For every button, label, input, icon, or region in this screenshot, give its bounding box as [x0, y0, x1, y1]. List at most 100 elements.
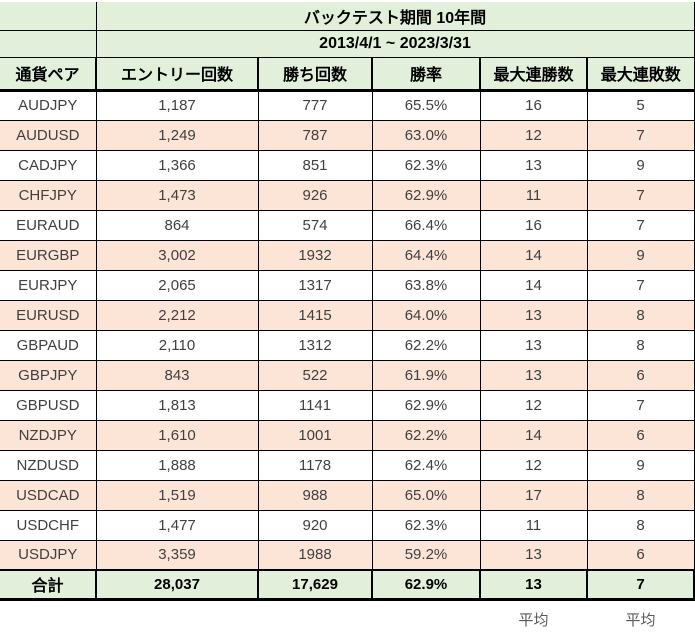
table-row: EURAUD 864 574 66.4% 16 7	[0, 209, 695, 241]
cell-wins: 1415	[257, 299, 373, 331]
cell-pair: AUDUSD	[0, 119, 97, 151]
cell-max-win-streak: 14	[479, 419, 588, 451]
cell-win-rate: 62.2%	[371, 329, 481, 361]
cell-win-rate: 62.3%	[371, 149, 481, 181]
cell-win-rate: 62.2%	[371, 419, 481, 451]
cell-max-lose-streak: 7	[586, 269, 695, 301]
column-header-winrate: 勝率	[371, 56, 481, 92]
cell-pair: USDCAD	[0, 479, 97, 511]
table-row: AUDJPY 1,187 777 65.5% 16 5	[0, 89, 695, 121]
cell-entries: 1,249	[95, 119, 259, 151]
cell-pair: USDCHF	[0, 509, 97, 541]
cell-entries: 1,477	[95, 509, 259, 541]
cell-max-win-streak: 11	[479, 179, 588, 211]
cell-max-win-streak: 13	[479, 539, 588, 571]
period-row: 2013/4/1 ~ 2023/3/31	[0, 30, 695, 58]
table-row: GBPAUD 2,110 1312 62.2% 13 8	[0, 329, 695, 361]
cell-max-win-streak: 13	[479, 299, 588, 331]
cell-pair: NZDJPY	[0, 419, 97, 451]
cell-max-win-streak: 17	[479, 479, 588, 511]
cell-wins: 1932	[257, 239, 373, 271]
cell-entries: 1,366	[95, 149, 259, 181]
table-title: バックテスト期間 10年間	[96, 2, 695, 31]
table-row: NZDUSD 1,888 1178 62.4% 12 9	[0, 449, 695, 481]
cell-wins: 1988	[257, 539, 373, 571]
cell-max-lose-streak: 5	[586, 89, 695, 121]
cell-win-rate: 64.0%	[371, 299, 481, 331]
cell-max-win-streak: 12	[479, 389, 588, 421]
cell-win-rate: 66.4%	[371, 209, 481, 241]
title-row: バックテスト期間 10年間	[0, 2, 695, 31]
cell-wins: 1312	[257, 329, 373, 361]
cell-pair: EURGBP	[0, 239, 97, 271]
cell-max-lose-streak: 7	[586, 119, 695, 151]
cell-pair: CADJPY	[0, 149, 97, 181]
table-body: AUDJPY 1,187 777 65.5% 16 5 AUDUSD 1,249 787 63.0…	[0, 89, 695, 571]
table-row: EURUSD 2,212 1415 64.0% 13 8	[0, 299, 695, 331]
table-row: GBPJPY 843 522 61.9% 13 6	[0, 359, 695, 391]
column-header-wins: 勝ち回数	[257, 56, 373, 92]
cell-entries: 1,187	[95, 89, 259, 121]
cell-pair: NZDUSD	[0, 449, 97, 481]
cell-max-win-streak: 16	[479, 209, 588, 241]
cell-pair: EURAUD	[0, 209, 97, 241]
table-row: GBPUSD 1,813 1141 62.9% 12 7	[0, 389, 695, 421]
cell-entries: 1,519	[95, 479, 259, 511]
cell-pair: EURUSD	[0, 299, 97, 331]
cell-win-rate: 59.2%	[371, 539, 481, 571]
table-row: USDCAD 1,519 988 65.0% 17 8	[0, 479, 695, 511]
cell-entries: 1,473	[95, 179, 259, 211]
cell-entries: 3,359	[95, 539, 259, 571]
column-header-row: 通貨ペア エントリー回数 勝ち回数 勝率 最大連勝数 最大連敗数	[0, 56, 695, 92]
cell-wins: 777	[257, 89, 373, 121]
cell-max-lose-streak: 8	[586, 299, 695, 331]
cell-win-rate: 62.3%	[371, 509, 481, 541]
table-foot: 合計 28,037 17,629 62.9% 13 7	[0, 569, 695, 601]
table-row: USDCHF 1,477 920 62.3% 11 8	[0, 509, 695, 541]
table-head: バックテスト期間 10年間 2013/4/1 ~ 2023/3/31 通貨ペア …	[0, 2, 695, 92]
cell-wins: 1001	[257, 419, 373, 451]
corner-cell	[0, 2, 97, 31]
cell-max-win-streak: 14	[479, 239, 588, 271]
cell-wins: 1317	[257, 269, 373, 301]
cell-max-win-streak: 12	[479, 119, 588, 151]
cell-wins: 1178	[257, 449, 373, 481]
cell-pair: CHFJPY	[0, 179, 97, 211]
average-label-lose-streak: 平均	[625, 611, 656, 629]
cell-win-rate: 65.0%	[371, 479, 481, 511]
total-max-win-streak: 13	[479, 569, 588, 601]
cell-max-lose-streak: 9	[586, 449, 695, 481]
column-header-max-win-streak: 最大連勝数	[479, 56, 588, 92]
cell-wins: 920	[257, 509, 373, 541]
total-label: 合計	[0, 569, 97, 601]
cell-win-rate: 63.0%	[371, 119, 481, 151]
cell-entries: 2,110	[95, 329, 259, 361]
cell-win-rate: 64.4%	[371, 239, 481, 271]
cell-max-win-streak: 13	[479, 359, 588, 391]
column-header-entries: エントリー回数	[95, 56, 259, 92]
cell-wins: 1141	[257, 389, 373, 421]
cell-win-rate: 62.9%	[371, 389, 481, 421]
cell-max-win-streak: 13	[479, 329, 588, 361]
cell-win-rate: 65.5%	[371, 89, 481, 121]
total-row: 合計 28,037 17,629 62.9% 13 7	[0, 569, 695, 601]
cell-max-lose-streak: 7	[586, 389, 695, 421]
cell-wins: 522	[257, 359, 373, 391]
cell-entries: 2,212	[95, 299, 259, 331]
column-header-pair: 通貨ペア	[0, 56, 97, 92]
cell-max-lose-streak: 8	[586, 329, 695, 361]
cell-max-win-streak: 14	[479, 269, 588, 301]
cell-entries: 1,813	[95, 389, 259, 421]
cell-max-win-streak: 12	[479, 449, 588, 481]
table-row: NZDJPY 1,610 1001 62.2% 14 6	[0, 419, 695, 451]
cell-max-win-streak: 16	[479, 89, 588, 121]
table-row: EURGBP 3,002 1932 64.4% 14 9	[0, 239, 695, 271]
table-row: USDJPY 3,359 1988 59.2% 13 6	[0, 539, 695, 571]
cell-max-lose-streak: 7	[586, 209, 695, 241]
cell-win-rate: 62.4%	[371, 449, 481, 481]
cell-win-rate: 63.8%	[371, 269, 481, 301]
cell-pair: USDJPY	[0, 539, 97, 571]
cell-pair: GBPAUD	[0, 329, 97, 361]
cell-wins: 574	[257, 209, 373, 241]
